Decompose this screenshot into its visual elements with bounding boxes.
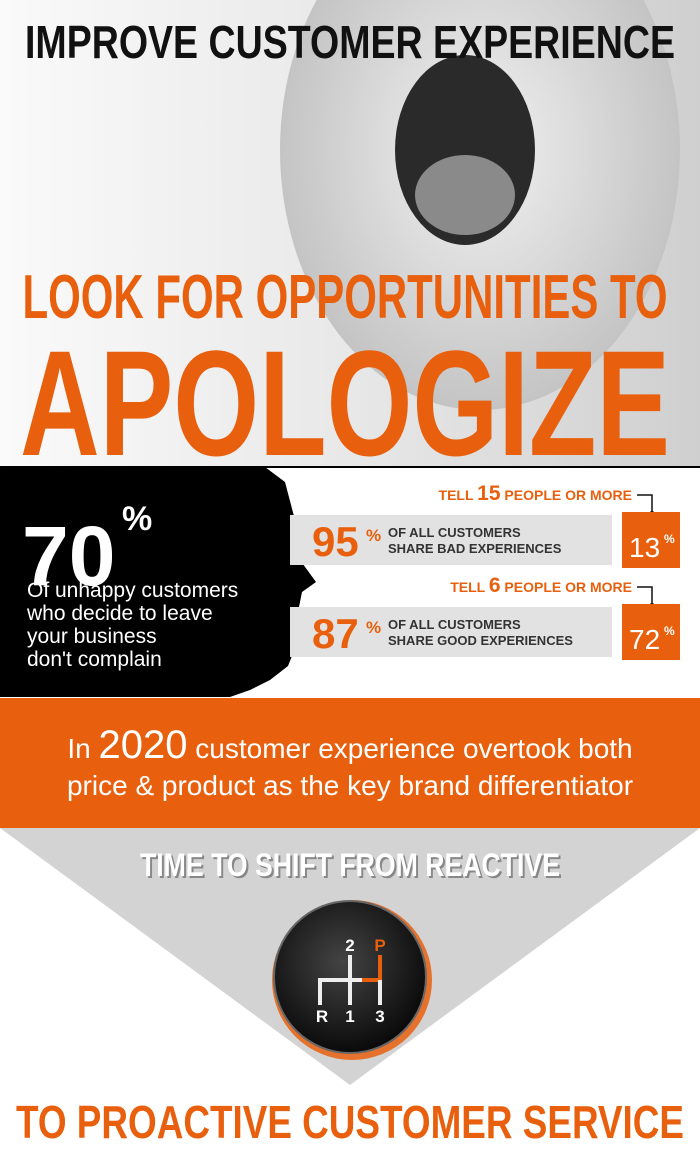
stat-text: your business: [27, 625, 157, 648]
banner-line: price & product as the key brand differe…: [67, 770, 633, 801]
banner-text: customer experience overtook both: [195, 733, 632, 764]
gear-path: [318, 978, 380, 1005]
stat-text: don't complain: [27, 648, 162, 671]
gear-label: 1: [345, 1007, 354, 1026]
share-row: TELL 15 PEOPLE OR MORE 95 % OF ALL CUSTO…: [290, 482, 680, 568]
box-value: 72: [629, 624, 660, 655]
tell-label: TELL 6 PEOPLE OR MORE: [450, 574, 632, 597]
share-box: [622, 604, 680, 660]
gear-label: P: [374, 936, 385, 955]
share-text: SHARE BAD EXPERIENCES: [388, 541, 562, 556]
gear-label: R: [316, 1007, 328, 1026]
stat-text: Of unhappy customers: [27, 579, 238, 602]
head-silhouette: [0, 467, 316, 697]
tell-suffix: PEOPLE OR MORE: [504, 579, 632, 595]
title: IMPROVE CUSTOMER EXPERIENCE: [25, 16, 675, 68]
stat-value: 70: [22, 509, 115, 603]
banner-prefix: In: [67, 733, 90, 764]
box-value: 13: [629, 532, 660, 563]
gear-label: 3: [375, 1007, 384, 1026]
shift-shadow: TIME TO SHIFT FROM REACTIVE: [142, 849, 562, 885]
stat-unit: %: [122, 500, 152, 538]
stat-text: who decide to leave: [26, 602, 213, 625]
share-unit: %: [366, 618, 381, 637]
tongue: [415, 155, 515, 235]
share-bar: [290, 607, 612, 657]
tell-prefix: TELL: [450, 579, 485, 595]
headline-lead: LOOK FOR OPPORTUNITIES TO: [23, 263, 668, 332]
shift-from: TIME TO SHIFT FROM REACTIVE: [140, 847, 560, 883]
share-percent: 95: [312, 518, 359, 565]
share-unit: %: [366, 526, 381, 545]
banner-line: In 2020 customer experience overtook bot…: [67, 723, 632, 767]
share-box: [622, 512, 680, 568]
share-bar: [290, 515, 612, 565]
tell-count: 15: [477, 482, 501, 505]
tell-suffix: PEOPLE OR MORE: [504, 487, 632, 503]
headline-main: APOLOGIZE: [20, 319, 670, 487]
shift-to: TO PROACTIVE CUSTOMER SERVICE: [16, 1096, 684, 1148]
bracket: [637, 586, 653, 605]
share-text: OF ALL CUSTOMERS: [388, 617, 521, 632]
box-unit: %: [664, 624, 675, 638]
tell-count: 6: [489, 574, 501, 597]
box-unit: %: [664, 532, 675, 546]
tell-label: TELL 15 PEOPLE OR MORE: [439, 482, 632, 505]
tell-prefix: TELL: [439, 487, 474, 503]
banner: [0, 698, 700, 828]
gear-label: 2: [345, 936, 354, 955]
share-row: TELL 6 PEOPLE OR MORE 87 % OF ALL CUSTOM…: [290, 574, 680, 660]
bracket: [637, 494, 653, 513]
share-text: SHARE GOOD EXPERIENCES: [388, 633, 573, 648]
share-text: OF ALL CUSTOMERS: [388, 525, 521, 540]
share-percent: 87: [312, 610, 359, 657]
banner-year: 2020: [99, 723, 188, 767]
